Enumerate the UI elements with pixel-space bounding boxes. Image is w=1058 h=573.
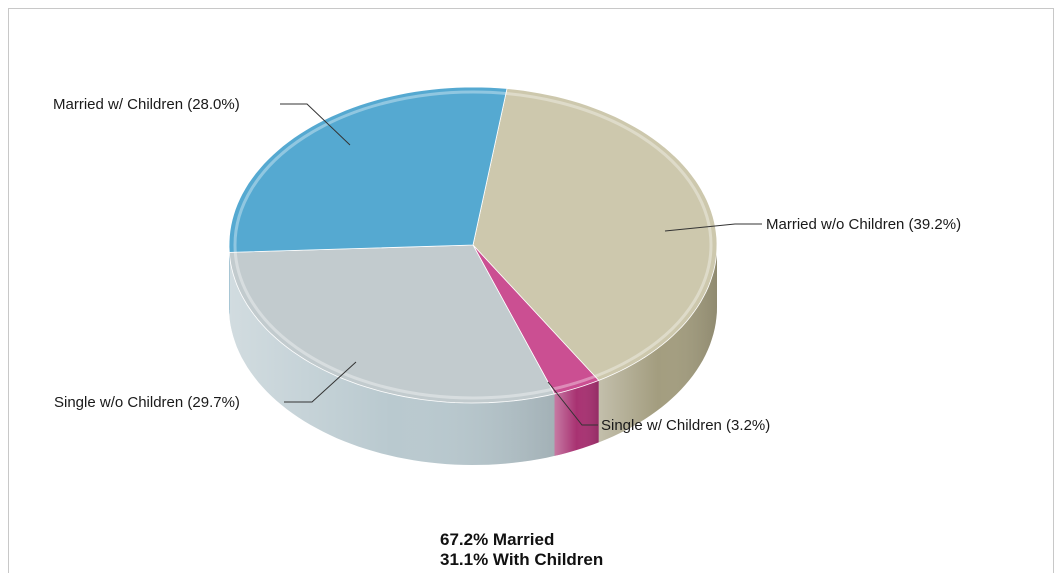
- pie-top-rim: [233, 90, 713, 400]
- label-single-wo-children: Single w/o Children (29.7%): [54, 394, 240, 411]
- pie-side-shade-single-wo-children: [229, 252, 555, 465]
- label-married-wo-children: Married w/o Children (39.2%): [766, 216, 961, 233]
- pie-slice-married-wo-children: [472, 88, 718, 381]
- leader-married-w-children: [280, 103, 351, 146]
- summary-married: 67.2% Married: [440, 530, 555, 549]
- leader-married-wo-children: [664, 223, 762, 232]
- pie-tops: [228, 86, 718, 404]
- pie-slice-married-w-children: [228, 86, 508, 253]
- pie-sides: [229, 245, 717, 465]
- pie-labels: Married w/o Children (39.2%) Single w/ C…: [53, 96, 961, 434]
- leader-single-wo-children: [284, 361, 357, 403]
- pie-slice-single-wo-children: [228, 244, 556, 404]
- pie-slice-single-w-children: [472, 244, 600, 395]
- label-married-w-children: Married w/ Children (28.0%): [53, 96, 240, 113]
- label-single-w-children: Single w/ Children (3.2%): [601, 417, 770, 434]
- summary-with-children: 31.1% With Children: [440, 550, 604, 569]
- pie-side-shade-married-wo-children: [598, 245, 717, 443]
- leader-single-w-children: [547, 381, 598, 426]
- summary-text: 67.2% Married 31.1% With Children: [440, 530, 603, 570]
